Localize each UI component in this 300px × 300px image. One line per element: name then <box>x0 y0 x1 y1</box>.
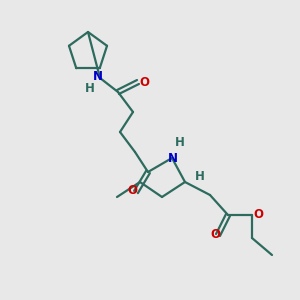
Text: O: O <box>139 76 149 88</box>
Text: O: O <box>253 208 263 221</box>
Text: H: H <box>195 169 205 182</box>
Text: H: H <box>175 136 185 148</box>
Text: O: O <box>210 229 220 242</box>
Text: N: N <box>93 70 103 83</box>
Text: O: O <box>127 184 137 196</box>
Text: N: N <box>168 152 178 164</box>
Text: H: H <box>85 82 95 94</box>
